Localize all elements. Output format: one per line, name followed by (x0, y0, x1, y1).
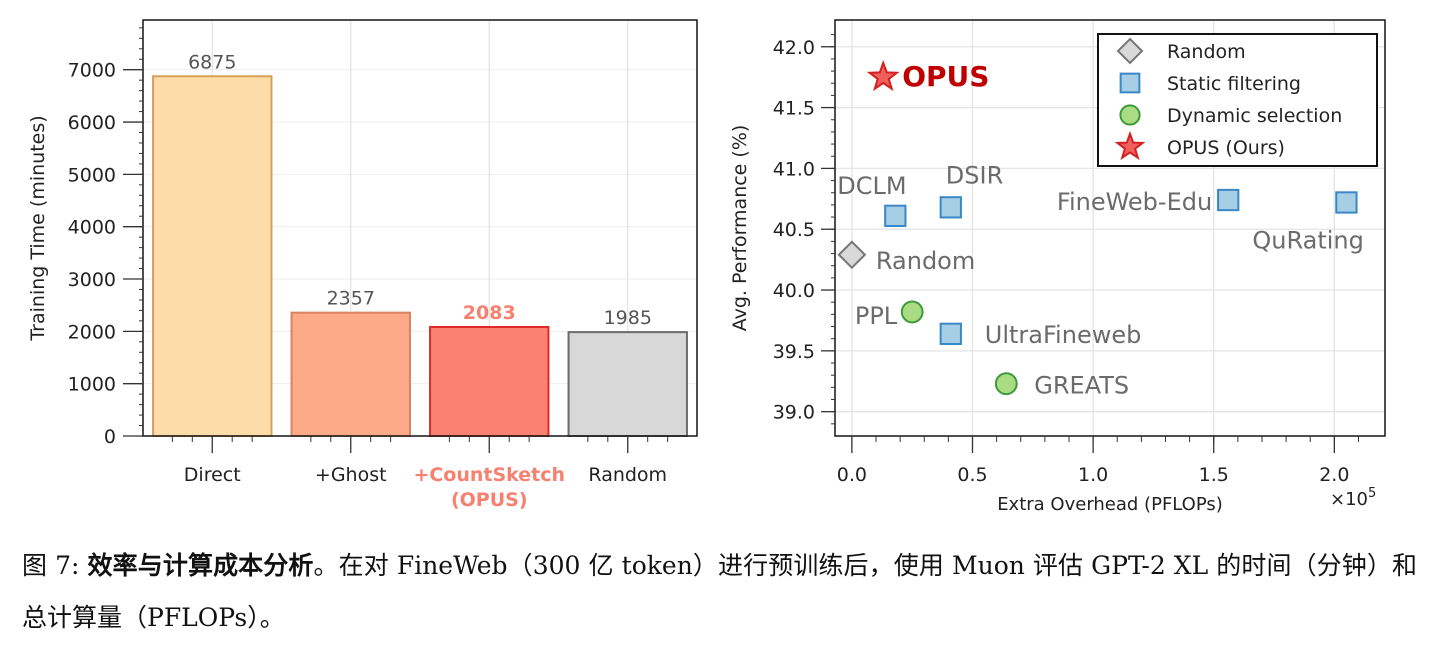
y-tick-label: 0 (104, 426, 116, 448)
bar-direct (152, 75, 273, 437)
caption-bold-title: 效率与计算成本分析 (87, 551, 314, 580)
y-axis-label: Avg. Performance (%) (729, 125, 751, 332)
legend-box (1097, 33, 1378, 167)
x-tick-label: 1.5 (1199, 464, 1229, 486)
x-tick-label: +Ghost (315, 464, 387, 486)
multiplier-base: ×10 (1330, 489, 1368, 510)
x-tick-label: 2.0 (1319, 464, 1349, 486)
legend-label-opus: OPUS (Ours) (1167, 137, 1285, 159)
point-opus-star-marker (866, 59, 900, 92)
x-tick-label: (OPUS) (451, 489, 528, 511)
y-tick-label: 39.5 (773, 341, 815, 363)
y-tick-label: 7000 (68, 60, 116, 82)
point-label-greats: GREATS (1034, 372, 1129, 400)
bar-value-label: 1985 (604, 307, 652, 329)
x-tick-label: 1.0 (1078, 464, 1108, 486)
overhead-performance-scatter-chart: Random DCLM DSIR FineWeb-Edu QuRating UltraFi… (729, 19, 1386, 515)
y-tick-label: 40.0 (773, 280, 815, 302)
bar-countsketch (429, 326, 550, 438)
y-tick-label: 5000 (68, 164, 116, 186)
x-tick-label: 0.0 (837, 464, 867, 486)
y-axis-label: Training Time (minutes) (27, 115, 49, 341)
plot-frame (142, 19, 698, 437)
point-ppl-circle-marker (900, 300, 924, 324)
bar-value-label: 2083 (463, 302, 516, 324)
x-axis-multiplier: ×105 (1330, 486, 1376, 510)
bar-random (567, 331, 688, 438)
point-label-ultrafineweb: UltraFineweb (985, 321, 1142, 349)
legend: Random Static filtering Dynamic selection O… (1097, 33, 1378, 167)
y-tick-label: 41.0 (773, 158, 815, 180)
y-tick-label: 4000 (68, 217, 116, 239)
point-dsir-square-marker (939, 196, 962, 219)
y-tick-label: 1000 (68, 374, 116, 396)
x-tick-label: 0.5 (957, 464, 987, 486)
x-tick-label: Direct (184, 464, 241, 486)
point-label-dsir: DSIR (946, 161, 1003, 189)
point-label-random: Random (876, 247, 975, 275)
y-tick-label: 6000 (68, 112, 116, 134)
legend-label-static: Static filtering (1167, 73, 1301, 95)
point-qurating-square-marker (1335, 191, 1358, 214)
y-tick-label: 42.0 (773, 37, 815, 59)
point-label-opus: OPUS (902, 60, 989, 93)
y-tick-label: 41.5 (773, 98, 815, 120)
point-dclm-square-marker (884, 204, 907, 227)
point-label-ppl: PPL (855, 302, 898, 330)
x-tick-label: +CountSketch (413, 464, 565, 486)
x-tick-label: Random (588, 464, 667, 486)
point-label-dclm: DCLM (837, 172, 906, 200)
y-tick-label: 3000 (68, 269, 116, 291)
legend-star-icon (1114, 130, 1146, 161)
point-greats-circle-marker (994, 372, 1018, 396)
training-time-bar-chart: 6875 Direct 2357 +Ghost 2083 +CountSketch (OPU… (27, 19, 698, 511)
figure-caption: 图 7: 效率与计算成本分析。在对 FineWeb（300 亿 token）进行… (22, 540, 1417, 644)
y-tick-label: 39.0 (773, 402, 815, 424)
legend-diamond-icon (1116, 37, 1144, 65)
multiplier-exponent: 5 (1368, 486, 1376, 501)
bar-value-label: 6875 (188, 51, 236, 73)
plot-frame (834, 19, 1386, 437)
legend-circle-icon (1119, 104, 1141, 126)
figure: 6875 Direct 2357 +Ghost 2083 +CountSketch (OPU… (27, 19, 1386, 515)
legend-label-random: Random (1167, 41, 1246, 63)
y-tick-label: 40.5 (773, 219, 815, 241)
legend-square-icon (1119, 72, 1141, 94)
bar-value-label: 2357 (327, 288, 375, 310)
x-axis-label: Extra Overhead (PFLOPs) (997, 494, 1223, 515)
caption-text: 。在对 FineWeb（300 亿 token）进行预训练后，使用 Muon 评… (22, 551, 1417, 632)
caption-prefix: 图 7: (22, 551, 88, 580)
point-label-qurating: QuRating (1252, 226, 1363, 254)
point-ultrafineweb-square-marker (939, 322, 962, 345)
point-random-diamond-marker (837, 240, 867, 270)
legend-label-dynamic: Dynamic selection (1167, 105, 1342, 127)
point-fineweb-edu-square-marker (1217, 188, 1240, 212)
bar-ghost (290, 311, 411, 438)
point-label-fineweb-edu: FineWeb-Edu (1057, 188, 1212, 216)
y-tick-label: 2000 (68, 321, 116, 343)
